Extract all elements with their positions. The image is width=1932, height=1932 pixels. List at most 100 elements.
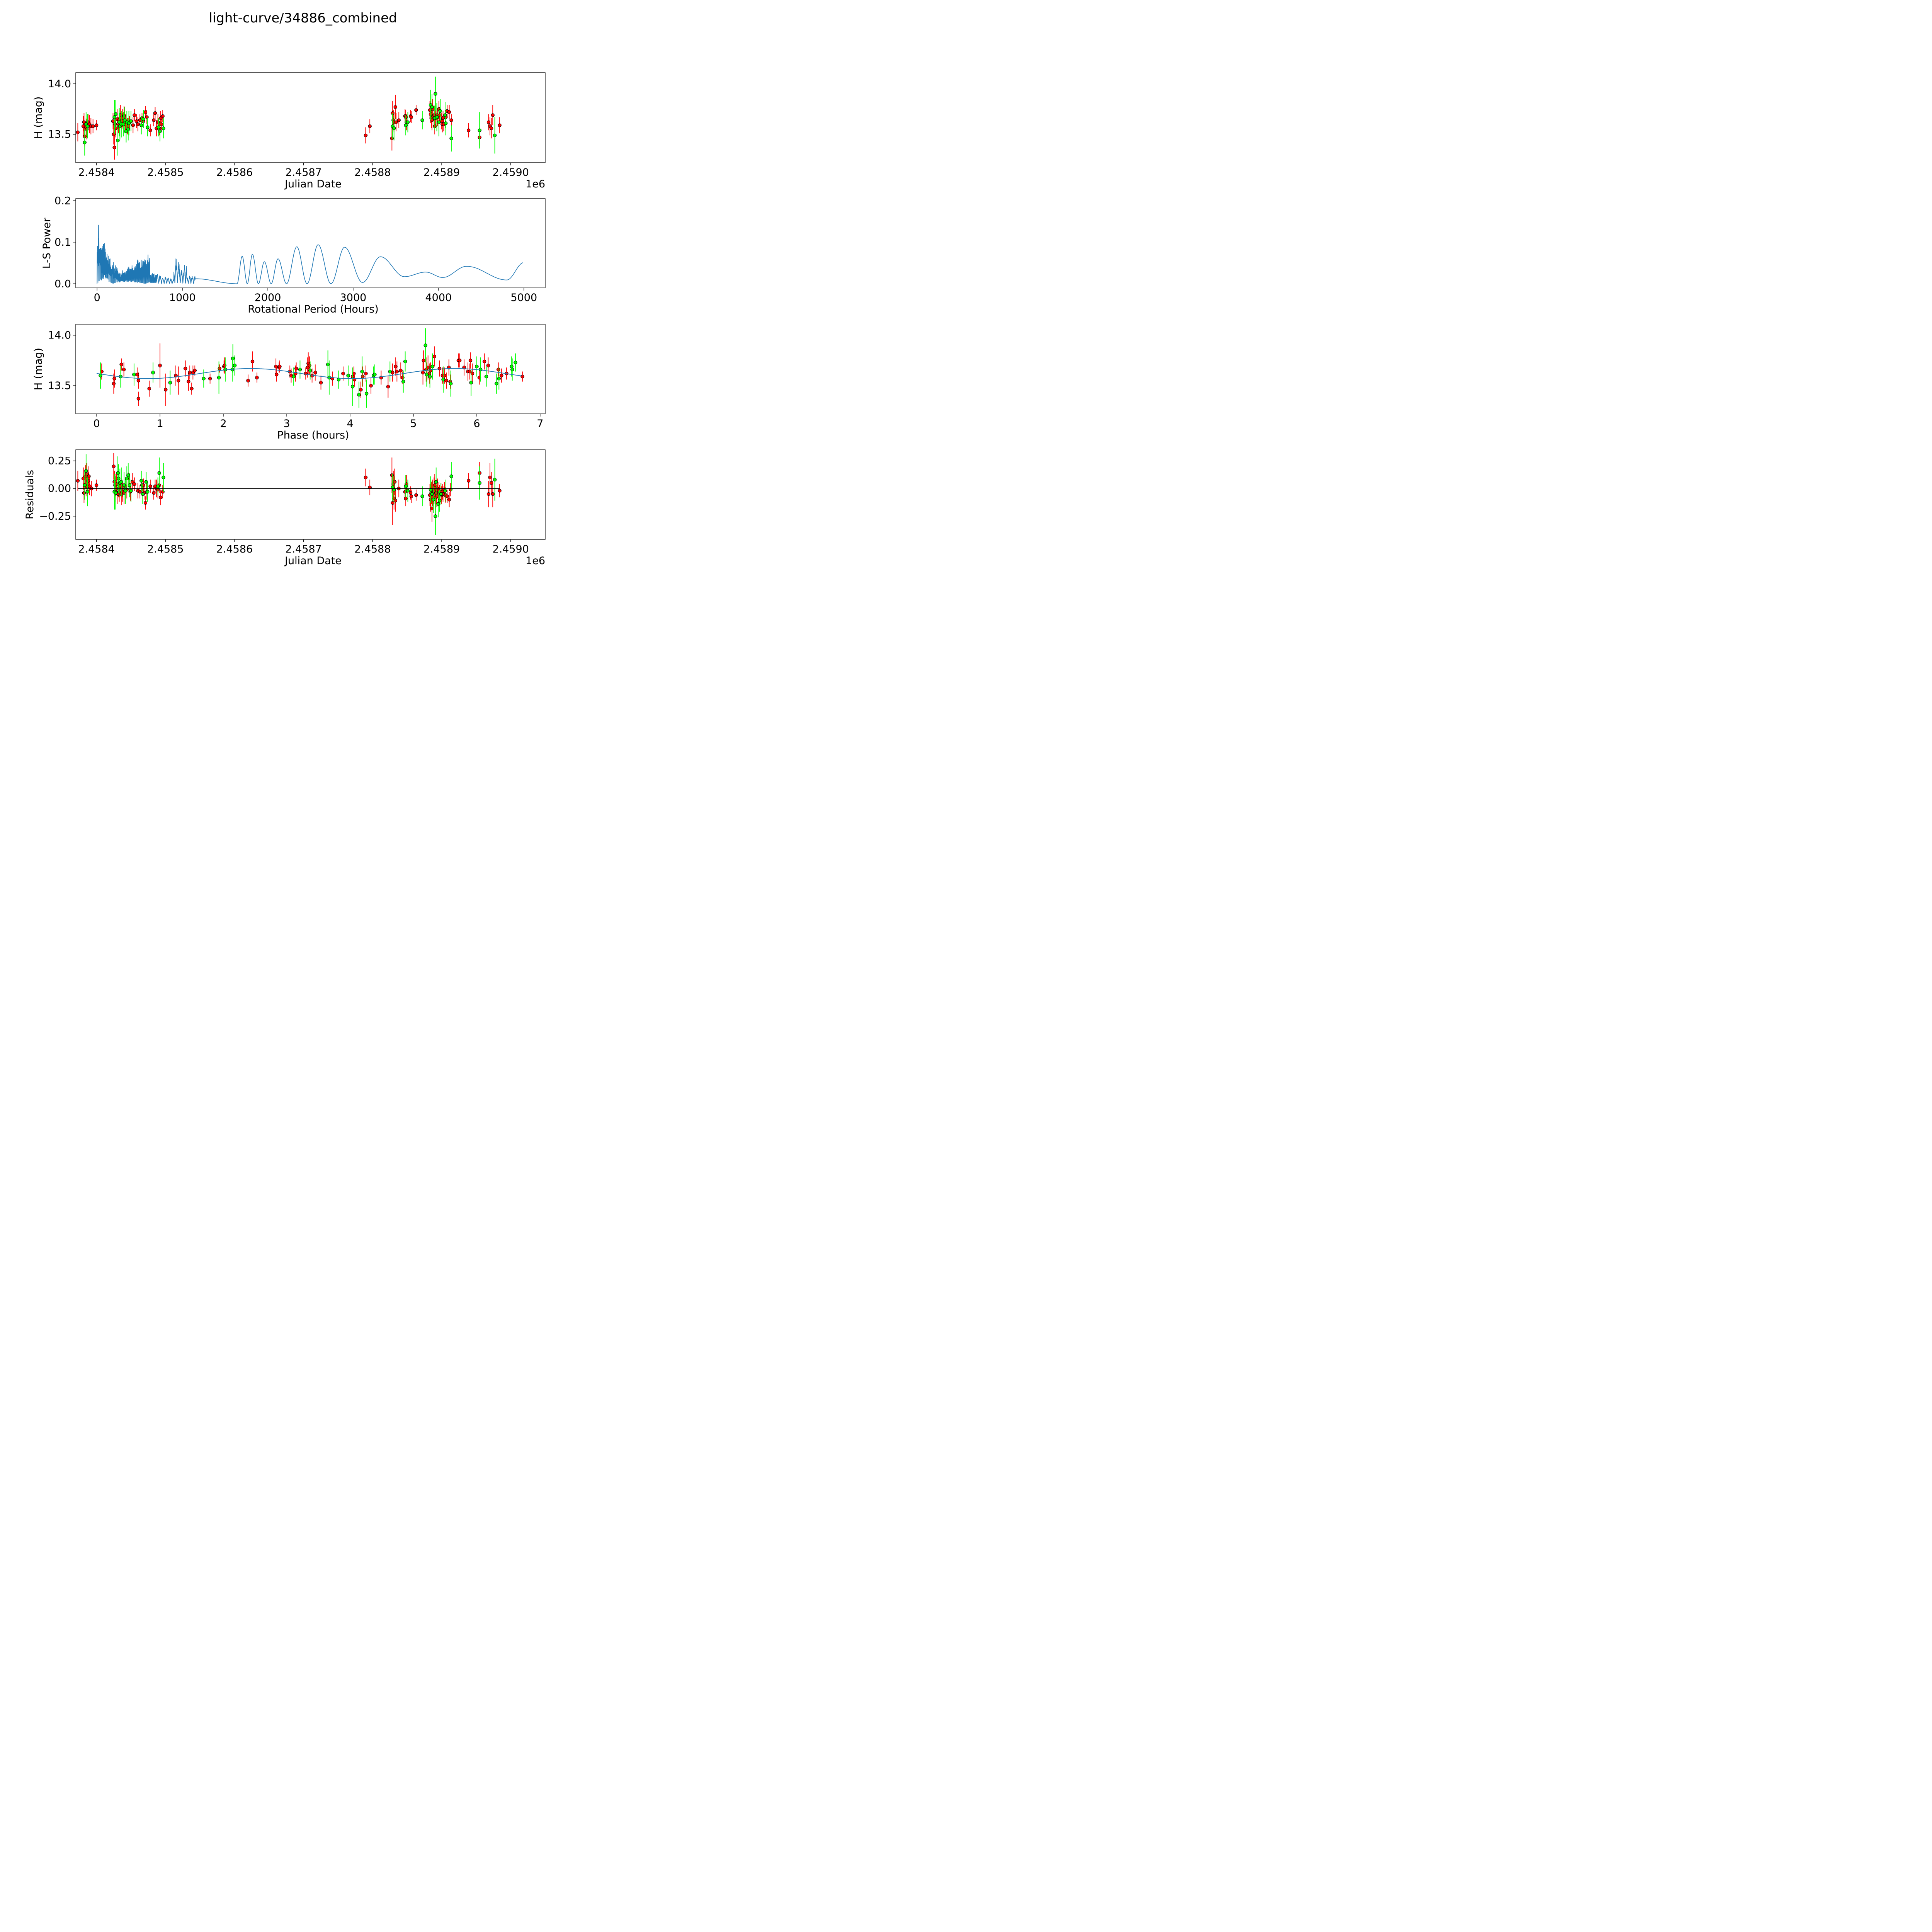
- lightcurve-green-point: [443, 113, 447, 117]
- phased-red-point: [119, 362, 123, 366]
- phased-red-point: [364, 372, 368, 376]
- residuals-green-point: [141, 492, 145, 496]
- residuals-red-point: [409, 494, 413, 498]
- lightcurve-red-point: [394, 120, 398, 124]
- residuals-red-point: [87, 474, 91, 478]
- residuals-red-point: [393, 480, 397, 484]
- residuals-green-point: [430, 492, 434, 496]
- phased-red-point: [176, 379, 180, 383]
- lightcurve-green-point: [146, 125, 150, 129]
- lightcurve-red-point: [134, 119, 138, 123]
- panel-phased: 0 1 2 3 4 5 6 7 13.5 14.0 Phase (hours) H (mag): [32, 324, 546, 441]
- lightcurve-xtick-label: 2.4584: [78, 167, 114, 179]
- residuals-green-point: [129, 489, 133, 493]
- lightcurve-red-point: [76, 130, 80, 134]
- lightcurve-xtick-label: 2.4587: [285, 167, 321, 179]
- phased-green-point: [298, 367, 302, 372]
- figure-title: light-curve/34886_combined: [209, 10, 397, 26]
- phased-green-point: [497, 377, 501, 381]
- residuals-offset-label: 1e6: [526, 555, 545, 567]
- phased-xtick-label: 3: [283, 418, 290, 430]
- residuals-green-point: [437, 499, 442, 503]
- residuals-red-point: [466, 479, 471, 483]
- residuals-green-point: [83, 483, 87, 487]
- residuals-ytick-label: −0.25: [39, 510, 71, 522]
- residuals-green-point: [436, 502, 440, 506]
- phased-red-point: [442, 374, 446, 378]
- phased-green-point: [388, 369, 392, 374]
- phased-xtick-label: 7: [537, 418, 543, 430]
- lightcurve-green-point: [158, 129, 162, 133]
- residuals-green-point: [116, 471, 120, 475]
- lightcurve-red-point: [491, 113, 495, 117]
- phased-green-point: [428, 374, 432, 379]
- lightcurve-green-point: [404, 123, 408, 127]
- lightcurve-red-point: [414, 108, 418, 112]
- residuals-red-point: [491, 492, 495, 496]
- phased-xtick-label: 5: [410, 418, 417, 430]
- phased-red-point: [520, 374, 524, 379]
- phased-red-point: [444, 379, 448, 383]
- residuals-red-point: [94, 483, 99, 487]
- phased-green-point: [346, 374, 350, 378]
- phased-red-point: [496, 367, 500, 372]
- lightcurve-red-point: [368, 124, 372, 128]
- residuals-xtick-label: 2.4586: [216, 543, 253, 555]
- phased-red-point: [437, 366, 441, 371]
- residuals-green-point: [128, 483, 132, 487]
- lightcurve-green-point: [435, 115, 439, 119]
- phased-ylabel: H (mag): [32, 348, 44, 390]
- phased-xlabel: Phase (hours): [277, 429, 349, 441]
- lightcurve-ytick-label: 13.5: [48, 129, 71, 141]
- phased-green-point: [151, 371, 155, 374]
- lightcurve-green-point: [85, 124, 90, 128]
- panel-periodogram: 0 1000 2000 3000 4000 5000 0.0 0.1 0.2 Rotational…: [41, 195, 546, 315]
- residuals-red-point: [486, 492, 491, 496]
- residuals-green-point: [156, 484, 160, 488]
- residuals-green-point: [122, 483, 126, 487]
- phased-red-point: [395, 369, 399, 374]
- lightcurve-series-green: [83, 77, 497, 156]
- phased-red-point: [294, 366, 298, 371]
- phased-xtick-label: 2: [220, 418, 226, 430]
- lightcurve-green-point: [112, 115, 116, 119]
- phased-green-point: [430, 364, 434, 369]
- lightcurve-green-point: [126, 127, 130, 131]
- residuals-red-point: [159, 495, 163, 499]
- phased-red-point: [112, 382, 116, 386]
- lightcurve-red-point: [133, 113, 136, 117]
- residuals-red-point: [489, 481, 493, 485]
- lightcurve-red-point: [152, 118, 156, 122]
- periodogram-frame: [75, 198, 546, 288]
- residuals-xtick-label: 2.4589: [423, 543, 460, 555]
- lightcurve-red-point: [145, 115, 149, 119]
- periodogram-xtick-label: 2000: [255, 292, 281, 304]
- residuals-green-point: [439, 492, 443, 496]
- lightcurve-red-point: [364, 133, 368, 138]
- phased-green-point: [495, 382, 498, 386]
- phased-green-point: [475, 364, 479, 369]
- phased-red-point: [394, 364, 398, 369]
- lightcurve-green-point: [141, 117, 145, 121]
- phased-red-point: [136, 379, 141, 383]
- residuals-red-point: [488, 475, 492, 480]
- residuals-green-point: [157, 471, 161, 475]
- lightcurve-green-point: [114, 112, 118, 116]
- lightcurve-red-point: [85, 127, 89, 131]
- phased-xtick-label: 0: [94, 418, 100, 430]
- lightcurve-green-point: [139, 123, 143, 127]
- residuals-xlabel: Julian Date: [284, 555, 342, 567]
- residuals-red-point: [86, 479, 90, 483]
- phased-green-point: [469, 381, 473, 384]
- phased-red-point: [369, 384, 373, 388]
- periodogram-ytick-label: 0.0: [54, 278, 71, 290]
- lightcurve-green-point: [121, 122, 125, 126]
- phased-red-point: [421, 371, 425, 374]
- lightcurve-red-point: [397, 118, 401, 122]
- phased-red-point: [470, 372, 474, 376]
- residuals-red-point: [82, 491, 86, 495]
- phased-red-point: [158, 364, 162, 367]
- phased-red-point: [147, 387, 151, 391]
- phased-xtick-label: 1: [156, 418, 163, 430]
- lightcurve-red-point: [153, 111, 157, 115]
